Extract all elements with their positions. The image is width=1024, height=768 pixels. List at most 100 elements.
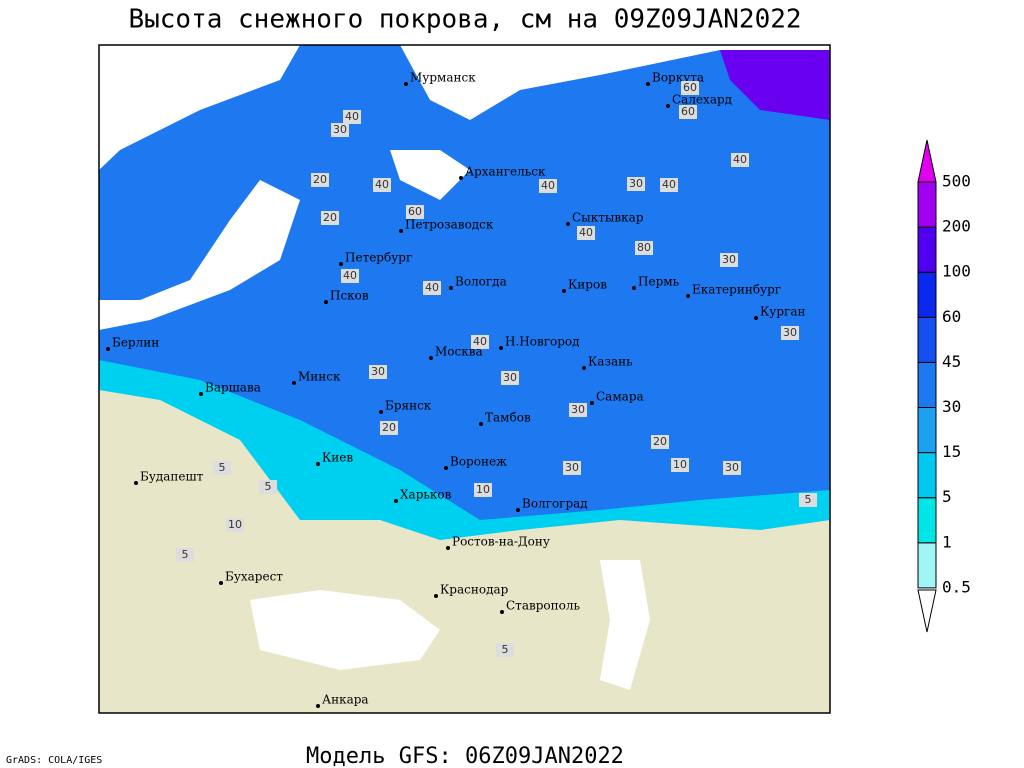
contour-label-box — [226, 518, 244, 532]
contour-label: 10 — [673, 458, 687, 471]
city-label: Будапешт — [140, 470, 204, 484]
city-dot — [499, 346, 503, 350]
city-label: Псков — [330, 289, 369, 303]
contour-label-box — [731, 153, 749, 167]
contour-label: 40 — [425, 281, 439, 294]
city-dot — [582, 366, 586, 370]
baltic-sea — [99, 180, 300, 330]
contour-label: 40 — [375, 178, 389, 191]
city-dot — [316, 704, 320, 708]
legend-top-arrow — [917, 139, 937, 183]
city-dot — [379, 410, 383, 414]
city-label: Тамбов — [485, 411, 531, 425]
legend-label: 60 — [942, 307, 961, 326]
legend-label: 500 — [942, 172, 971, 191]
credit: GrADS: COLA/IGES — [6, 755, 102, 766]
city-label: Варшава — [205, 381, 261, 395]
contour-label: 20 — [653, 435, 667, 448]
contour-label: 30 — [783, 326, 797, 339]
city-label: Курган — [760, 305, 805, 319]
contour-label-box — [799, 493, 817, 507]
legend-swatch — [917, 271, 937, 318]
contour-label-box — [474, 483, 492, 497]
contour-label-box — [651, 435, 669, 449]
city-dot — [632, 286, 636, 290]
white-sea — [390, 150, 470, 200]
contour-label: 30 — [725, 461, 739, 474]
legend-bottom-arrow — [917, 589, 937, 633]
map: Мурманск ВоркутаСалехардАрхангельскПетроз… — [98, 44, 831, 714]
contour-label: 40 — [473, 335, 487, 348]
contour-label-box — [373, 178, 391, 192]
contour-label: 30 — [503, 371, 517, 384]
city-label: Ростов-на-Дону — [452, 535, 550, 549]
contour-label-box — [311, 173, 329, 187]
legend-label: 1 — [942, 532, 952, 551]
city-label: Анкара — [322, 693, 369, 707]
city-label: Берлин — [112, 336, 159, 350]
contour-label-box — [343, 110, 361, 124]
contour-label: 40 — [662, 178, 676, 191]
map-frame — [98, 44, 831, 714]
city-label: Мурманск — [410, 71, 476, 85]
city-dot — [686, 294, 690, 298]
legend-label: 0.5 — [942, 577, 971, 596]
city-label: Архангельск — [465, 165, 546, 179]
legend-label: 45 — [942, 352, 961, 371]
city-dot — [444, 466, 448, 470]
city-dot — [339, 262, 343, 266]
city-dot — [292, 381, 296, 385]
contour-label: 40 — [579, 226, 593, 239]
contour-label-box — [321, 211, 339, 225]
contour-label: 5 — [219, 461, 226, 474]
city-label: Киров — [568, 278, 607, 292]
city-dot — [459, 176, 463, 180]
city-label: Сыктывкар — [572, 211, 644, 225]
city-dot — [516, 508, 520, 512]
contour-label: 20 — [323, 211, 337, 224]
contour-label: 5 — [265, 480, 272, 493]
contour-label-box — [681, 81, 699, 95]
legend-label: 15 — [942, 442, 961, 461]
black-sea — [250, 590, 440, 670]
contour-label-box — [213, 461, 231, 475]
city-dot — [316, 462, 320, 466]
contour-label: 20 — [382, 421, 396, 434]
contour-label-box — [380, 421, 398, 435]
city-label: Пермь — [638, 275, 680, 289]
legend-swatch — [917, 361, 937, 408]
city-dot — [449, 286, 453, 290]
city-label: Брянск — [385, 399, 432, 413]
contour-label: 30 — [333, 123, 347, 136]
city-dot — [566, 222, 570, 226]
legend-swatch — [917, 181, 937, 228]
city-dot — [429, 356, 433, 360]
contour-label: 60 — [681, 105, 695, 118]
city-label: Самара — [596, 390, 644, 404]
contour-label-box — [720, 253, 738, 267]
contour-label-box — [679, 105, 697, 119]
contour-label: 60 — [408, 205, 422, 218]
city-label: Краснодар — [440, 583, 509, 597]
contour-label-box — [406, 205, 424, 219]
contour-label: 5 — [502, 643, 509, 656]
legend-label: 200 — [942, 217, 971, 236]
contour-label: 40 — [343, 269, 357, 282]
city-dot — [399, 229, 403, 233]
city-label: Петербург — [345, 251, 412, 265]
city-dot — [199, 392, 203, 396]
contour-label: 60 — [683, 81, 697, 94]
contour-label-box — [660, 178, 678, 192]
city-dot — [219, 581, 223, 585]
contour-label: 10 — [228, 518, 242, 531]
city-dot — [754, 316, 758, 320]
contour-label-box — [539, 179, 557, 193]
contour-label: 30 — [722, 253, 736, 266]
city-label: Киев — [322, 451, 353, 465]
contour-label: 80 — [637, 241, 651, 254]
city-dot — [446, 546, 450, 550]
contour-label-box — [496, 643, 514, 657]
city-label: Москва — [435, 345, 483, 359]
